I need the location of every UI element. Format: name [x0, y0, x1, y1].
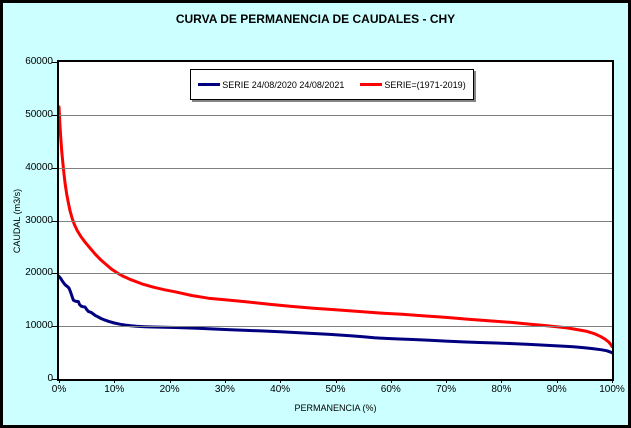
- y-tick-mark: [52, 220, 57, 222]
- x-tick-label: 80%: [491, 384, 512, 395]
- series-line-1: [59, 105, 612, 348]
- x-tick-label: 50%: [325, 384, 346, 395]
- x-tick-label: 90%: [546, 384, 567, 395]
- x-tick-label: 0%: [51, 384, 67, 395]
- legend-line-sample-red: [360, 83, 383, 86]
- x-tick-label: 20%: [159, 384, 180, 395]
- gridline-y-50000: [59, 114, 612, 116]
- series-line-0: [59, 275, 612, 355]
- y-tick-label: 0: [47, 373, 53, 384]
- gridline-y-30000: [59, 220, 612, 222]
- y-tick-mark: [52, 326, 57, 328]
- x-tick-mark: [501, 379, 503, 383]
- x-tick-mark: [280, 379, 282, 383]
- y-tick-label: 20000: [25, 267, 53, 279]
- gridline-y-20000: [59, 273, 612, 275]
- chart-title: CURVA DE PERMANENCIA DE CAUDALES - CHY: [175, 12, 456, 26]
- plot-area: [57, 60, 614, 381]
- x-tick-mark: [390, 379, 392, 383]
- y-tick-mark: [52, 273, 57, 275]
- x-tick-label: 60%: [380, 384, 401, 395]
- y-tick-mark: [52, 379, 57, 380]
- x-axis-title: PERMANENCIA (%): [294, 403, 377, 413]
- legend: SERIE 24/08/2020 24/08/2021 SERIE=(1971-…: [190, 69, 474, 100]
- y-tick-mark: [52, 114, 57, 116]
- gridline-y-40000: [59, 167, 612, 169]
- x-tick-mark: [335, 379, 337, 383]
- x-tick-mark: [169, 379, 171, 383]
- x-tick-label: 70%: [436, 384, 457, 395]
- legend-item-serie-2020-2021: SERIE 24/08/2020 24/08/2021: [198, 80, 344, 90]
- x-tick-label: 100%: [599, 384, 625, 395]
- gridline-y-10000: [59, 326, 612, 328]
- legend-line-sample-blue: [198, 83, 221, 86]
- y-tick-mark: [52, 62, 57, 63]
- y-tick-label: 40000: [25, 161, 53, 173]
- x-tick-mark: [556, 379, 558, 383]
- x-tick-label: 40%: [270, 384, 291, 395]
- x-tick-mark: [224, 379, 226, 383]
- x-tick-mark: [446, 379, 448, 383]
- y-tick-label: 10000: [25, 320, 53, 332]
- x-tick-mark: [59, 379, 60, 383]
- y-tick-label: 30000: [25, 214, 53, 226]
- y-tick-label: 50000: [25, 108, 53, 120]
- legend-label: SERIE=(1971-2019): [384, 79, 466, 90]
- x-tick-mark: [114, 379, 116, 383]
- x-tick-label: 10%: [104, 384, 125, 395]
- x-tick-label: 30%: [214, 384, 235, 395]
- y-tick-mark: [52, 167, 57, 169]
- legend-item-serie-1971-2019: SERIE=(1971-2019): [360, 79, 466, 90]
- y-tick-label: 60000: [25, 56, 53, 67]
- x-tick-mark: [612, 379, 613, 383]
- legend-label: SERIE 24/08/2020 24/08/2021: [222, 79, 345, 90]
